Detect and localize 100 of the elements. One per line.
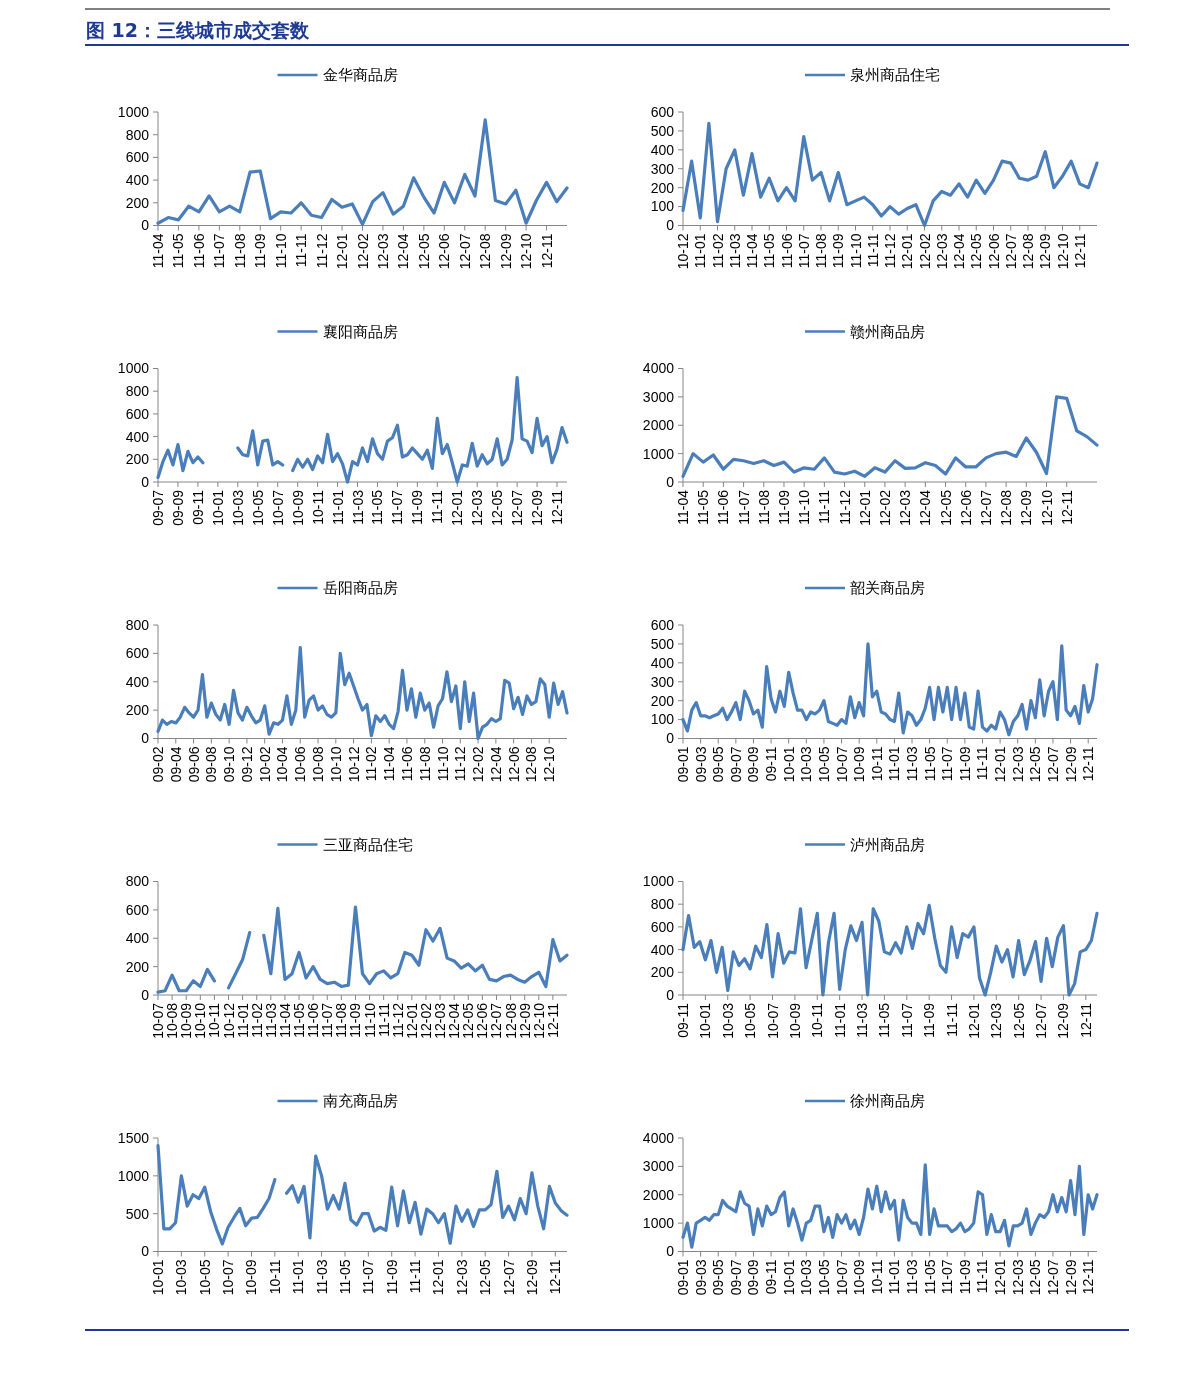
- y-tick-label: 400: [125, 428, 150, 445]
- x-tick-label: 11-08: [231, 233, 248, 269]
- x-tick-label: 09-06: [185, 746, 202, 783]
- x-tick-label: 12-07: [509, 489, 526, 526]
- x-tick-label: 11-11: [943, 1002, 960, 1037]
- x-tick-label: 11-11: [816, 489, 833, 524]
- y-tick-label: 600: [125, 645, 150, 662]
- y-tick-label: 400: [125, 673, 150, 690]
- x-tick-label: 10-09: [289, 489, 306, 526]
- x-tick-label: 11-10: [272, 233, 289, 269]
- x-tick-label: 10-05: [742, 1002, 759, 1039]
- x-tick-label: 10-11: [206, 1002, 223, 1038]
- legend-label: 襄阳商品房: [322, 322, 398, 341]
- x-tick-label: 10-12: [345, 746, 362, 783]
- x-tick-label: 10-08: [310, 746, 327, 783]
- x-tick-label: 12-03: [432, 1002, 449, 1039]
- x-tick-label: 10-11: [266, 1259, 283, 1295]
- x-tick-label: 12-03: [897, 489, 914, 526]
- x-tick-label: 10-03: [173, 1259, 190, 1296]
- x-tick-label: 12-05: [477, 1259, 494, 1296]
- y-tick-label: 800: [125, 873, 150, 890]
- x-tick-label: 11-06: [715, 489, 732, 525]
- x-tick-label: 12-11: [1080, 746, 1097, 782]
- x-tick-label: 12-01: [856, 489, 873, 526]
- x-tick-label: 12-02: [916, 233, 933, 270]
- x-tick-label: 11-12: [882, 233, 898, 269]
- x-tick-label: 09-07: [150, 489, 166, 526]
- y-tick-label: 600: [650, 103, 675, 120]
- x-tick-label: 11-05: [336, 1259, 353, 1295]
- y-tick-label: 1000: [117, 360, 150, 377]
- x-tick-label: 11-05: [695, 489, 712, 525]
- y-tick-label: 300: [650, 160, 675, 177]
- x-tick-label: 12-03: [374, 233, 391, 270]
- y-tick-label: 800: [125, 383, 150, 400]
- x-tick-label: 09-05: [710, 1259, 727, 1296]
- y-tick-label: 4000: [642, 360, 675, 377]
- x-tick-label: 11-06: [305, 1002, 322, 1038]
- x-tick-label: 11-09: [956, 1259, 973, 1295]
- x-tick-label: 11-01: [831, 1002, 848, 1038]
- x-tick-label: 12-04: [395, 233, 412, 270]
- y-tick-label: 2000: [642, 1186, 675, 1203]
- x-tick-label: 11-04: [675, 489, 691, 525]
- legend-label: 三亚商品住宅: [322, 835, 413, 854]
- y-tick-label: 0: [141, 473, 150, 490]
- x-tick-label: 09-02: [150, 746, 166, 783]
- x-tick-label: 10-09: [178, 1002, 195, 1039]
- x-tick-label: 09-07: [727, 1259, 744, 1296]
- x-tick-label: 09-07: [727, 746, 744, 783]
- x-tick-label: 09-01: [675, 746, 691, 783]
- x-tick-label: 11-07: [389, 489, 406, 525]
- x-tick-label: 11-07: [360, 1259, 377, 1295]
- x-tick-label: 11-07: [939, 1259, 956, 1295]
- y-tick-label: 800: [125, 126, 150, 143]
- x-tick-label: 10-01: [780, 1259, 797, 1296]
- x-tick-label: 11-12: [389, 1002, 406, 1038]
- x-tick-label: 11-05: [369, 489, 386, 525]
- y-tick-label: 400: [650, 654, 675, 671]
- legend-label: 岳阳商品房: [322, 579, 398, 598]
- x-tick-label: 09-09: [745, 746, 762, 783]
- x-tick-label: 11-05: [921, 1259, 938, 1295]
- x-tick-label: 10-12: [220, 1002, 237, 1039]
- y-tick-label: 0: [666, 986, 675, 1003]
- x-tick-label: 11-05: [170, 233, 187, 269]
- x-tick-label: 12-09: [516, 1002, 533, 1039]
- x-tick-label: 10-03: [798, 746, 815, 783]
- x-tick-label: 11-10: [361, 1002, 378, 1038]
- x-tick-label: 10-09: [243, 1259, 260, 1296]
- y-tick-label: 100: [650, 711, 675, 728]
- x-tick-label: 12-09: [1055, 1002, 1072, 1039]
- x-tick-label: 09-12: [238, 746, 255, 783]
- legend-label: 金华商品房: [322, 66, 398, 85]
- x-tick-label: 09-10: [221, 746, 238, 783]
- y-tick-label: 300: [650, 673, 675, 690]
- x-tick-label: 10-03: [719, 1002, 736, 1039]
- x-tick-label: 12-02: [470, 746, 487, 783]
- x-tick-label: 12-03: [1009, 746, 1026, 783]
- y-tick-label: 500: [125, 1205, 150, 1222]
- y-tick-label: 1000: [642, 1215, 675, 1232]
- x-tick-label: 10-01: [697, 1002, 714, 1039]
- y-tick-label: 600: [650, 616, 675, 633]
- y-tick-label: 0: [141, 1243, 150, 1260]
- x-tick-label: 11-01: [692, 233, 709, 269]
- x-tick-label: 12-09: [1062, 746, 1079, 783]
- x-tick-label: 12-11: [544, 1002, 561, 1038]
- x-tick-label: 11-09: [252, 233, 269, 269]
- x-tick-label: 10-11: [868, 746, 885, 782]
- x-tick-label: 12-01: [992, 1259, 1009, 1296]
- y-tick-label: 2000: [642, 417, 675, 434]
- x-tick-label: 10-05: [815, 746, 832, 783]
- x-tick-label: 11-11: [407, 1259, 424, 1294]
- x-tick-label: 12-09: [529, 489, 546, 526]
- x-tick-label: 11-07: [211, 233, 228, 269]
- x-tick-label: 12-08: [998, 489, 1015, 526]
- x-tick-label: 10-08: [164, 1002, 181, 1039]
- x-tick-label: 12-04: [487, 746, 504, 783]
- x-tick-label: 11-02: [363, 746, 380, 782]
- x-tick-label: 12-02: [417, 1002, 434, 1039]
- x-tick-label: 11-04: [744, 233, 760, 269]
- x-tick-label: 10-10: [327, 746, 344, 783]
- x-tick-label: 12-06: [985, 233, 1002, 270]
